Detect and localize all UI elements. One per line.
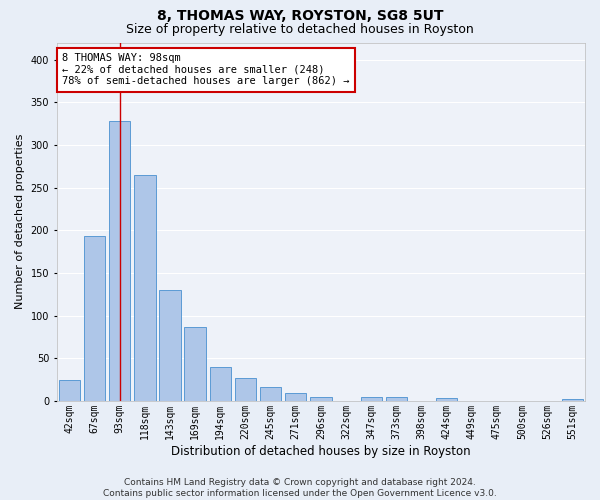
Bar [310,396,332,401]
Bar [134,175,155,401]
Bar [160,290,181,401]
Bar [235,378,256,401]
Bar [59,380,80,401]
Bar [436,398,457,401]
Bar [562,399,583,401]
Text: Contains HM Land Registry data © Crown copyright and database right 2024.
Contai: Contains HM Land Registry data © Crown c… [103,478,497,498]
Bar [260,388,281,401]
Bar [386,396,407,401]
Bar [84,236,105,401]
Text: 8 THOMAS WAY: 98sqm
← 22% of detached houses are smaller (248)
78% of semi-detac: 8 THOMAS WAY: 98sqm ← 22% of detached ho… [62,54,350,86]
Y-axis label: Number of detached properties: Number of detached properties [15,134,25,310]
Bar [209,367,231,401]
Bar [361,396,382,401]
X-axis label: Distribution of detached houses by size in Royston: Distribution of detached houses by size … [171,444,471,458]
Bar [184,326,206,401]
Bar [109,121,130,401]
Bar [285,393,307,401]
Text: 8, THOMAS WAY, ROYSTON, SG8 5UT: 8, THOMAS WAY, ROYSTON, SG8 5UT [157,9,443,23]
Text: Size of property relative to detached houses in Royston: Size of property relative to detached ho… [126,22,474,36]
